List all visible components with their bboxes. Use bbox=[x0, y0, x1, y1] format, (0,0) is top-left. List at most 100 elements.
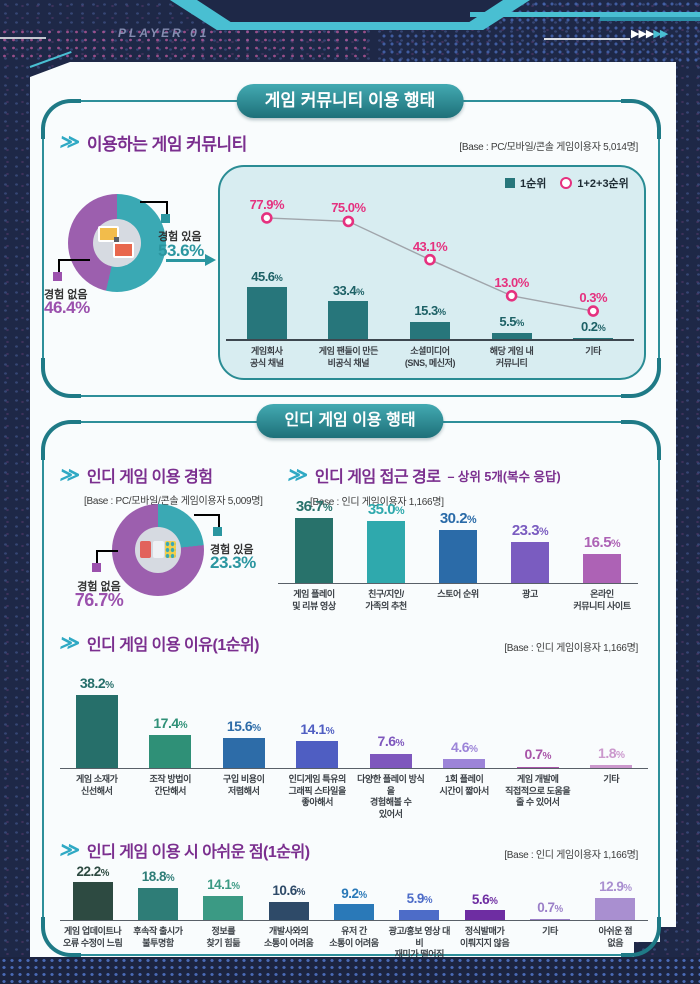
line-value-label: 13.0% bbox=[494, 274, 529, 290]
hexagon-banner-inner bbox=[197, 0, 503, 22]
label-connector bbox=[58, 259, 90, 275]
section-heading-suffix: – 상위 5개(복수 응답) bbox=[447, 469, 561, 484]
chart-column: 5.5% bbox=[471, 192, 553, 339]
axis-category-label: 아쉬운 점 없음 bbox=[598, 926, 633, 948]
chart-column: 0.2% bbox=[552, 192, 634, 339]
bar-value-label: 36.7% bbox=[295, 498, 333, 516]
bar-value-label: 35.0% bbox=[367, 501, 405, 519]
bar bbox=[516, 766, 559, 768]
axis-category-label: 게임 개발에 직접적으로 도움을 줄 수 있어서 bbox=[505, 774, 571, 808]
monitor-icon bbox=[98, 226, 119, 242]
chart-column: 23.3% bbox=[494, 500, 566, 583]
donut-neg-label: 경험 없음 bbox=[77, 581, 121, 593]
bar bbox=[491, 332, 532, 339]
chart-column: 0.7% bbox=[501, 680, 575, 768]
base-note: [Base : 인디 게임이용자 1,166명] bbox=[310, 497, 444, 508]
chart-columns: 38.2% 17.4% 15.6% 14.1% 7.6% 4.6% 0.7% 1.8% bbox=[60, 676, 648, 768]
bar bbox=[149, 734, 192, 768]
label-marker bbox=[161, 214, 170, 223]
axis-category-label: 해당 게임 내 커뮤니티 bbox=[489, 346, 534, 368]
donut-neg-value: 46.4% bbox=[44, 298, 90, 317]
chart-columns: 36.7% 35.0% 30.2% 23.3% 16.5% bbox=[278, 499, 638, 583]
bar bbox=[595, 898, 636, 920]
player-label: PLAYER 01 bbox=[118, 26, 210, 40]
bar-value-label: 4.6% bbox=[451, 739, 478, 756]
bar bbox=[295, 518, 333, 583]
game-card-icon bbox=[140, 541, 151, 558]
axis-category-label: 후속작 출시가 불투명함 bbox=[133, 926, 183, 948]
chart-column: 35.0% bbox=[350, 500, 422, 583]
section-heading-text: 이용하는 게임 커뮤니티 bbox=[86, 135, 247, 154]
donut-center-icon bbox=[93, 219, 141, 267]
divider-line bbox=[0, 37, 46, 39]
chart-column: 17.4% bbox=[134, 680, 208, 768]
axis-category-label: 유저 간 소통이 어려움 bbox=[329, 926, 379, 948]
donut-pos-label: 경험 있음 bbox=[158, 231, 202, 243]
chart-columns: 22.2% 18.8% 14.1% 10.6% 9.2% 5.9% 5.6% 0.7% 12.9… bbox=[60, 864, 648, 920]
donut-neg-value: 76.7% bbox=[74, 590, 124, 610]
donut-center-icon bbox=[135, 527, 181, 573]
line-value-label: 43.1% bbox=[412, 238, 448, 254]
axis-category-label: 1회 플레이 시간이 짧아서 bbox=[439, 774, 490, 796]
bar bbox=[203, 896, 244, 920]
bar bbox=[443, 759, 486, 768]
chart-column: 16.5% bbox=[566, 500, 638, 583]
line-value-label: 0.3% bbox=[579, 290, 607, 306]
divider-line bbox=[544, 38, 630, 40]
bar bbox=[573, 337, 614, 339]
bar-value-label: 30.2% bbox=[439, 509, 477, 527]
chart-legend: 1순위 1+2+3순위 bbox=[505, 175, 629, 191]
bar-value-label: 10.6% bbox=[272, 883, 305, 899]
donut-pos-value: 53.6% bbox=[158, 241, 204, 260]
bar bbox=[439, 529, 477, 583]
chart-column: 30.2% bbox=[422, 500, 494, 583]
legend-label: 1순위 bbox=[520, 178, 547, 190]
legend-item-rank1: 1순위 bbox=[505, 175, 546, 191]
chart-axis: 게임회사 공식 채널 게임 팬들이 만든 비공식 채널 소셜미디어 (SNS, 메신… bbox=[226, 339, 634, 369]
legend-label: 1+2+3순위 bbox=[577, 178, 629, 190]
game-card-icon bbox=[152, 541, 164, 558]
bar bbox=[268, 901, 309, 920]
top-bar: PLAYER 01 ▶▶▶▶▶ bbox=[0, 0, 700, 62]
axis-category-label: 광고 bbox=[522, 589, 538, 599]
chart-columns: 45.6% 33.4% 15.3% 5.5% 0.2% bbox=[226, 192, 634, 339]
section-title-pill: 게임 커뮤니티 이용 행태 bbox=[236, 84, 464, 118]
arrow-head-icon bbox=[205, 254, 216, 266]
chart-column: 14.1% bbox=[281, 680, 355, 768]
section-heading-text: 인디 게임 이용 이유(1순위) bbox=[86, 637, 260, 654]
bar-value-label: 9.2% bbox=[341, 885, 367, 901]
bar-value-label: 7.6% bbox=[377, 733, 405, 750]
bar bbox=[464, 910, 505, 920]
bar-value-label: 38.2% bbox=[79, 675, 114, 692]
bar bbox=[72, 882, 113, 920]
axis-category-label: 정보를 찾기 힘듦 bbox=[206, 926, 241, 948]
bar bbox=[296, 741, 339, 768]
base-note: [Base : PC/모바일/콘솔 게임이용자 5,009명] bbox=[84, 496, 263, 507]
bar-value-label: 15.6% bbox=[226, 718, 261, 735]
bar-value-label: 12.9% bbox=[599, 879, 632, 895]
double-chevron-icon: ≫ bbox=[58, 464, 82, 486]
bar-value-label: 5.9% bbox=[406, 891, 433, 907]
base-note: [Base : 인디 게임이용자 1,166명] bbox=[504, 643, 638, 654]
game-card-icon bbox=[165, 541, 176, 558]
axis-category-label: 온라인 커뮤니티 사이트 bbox=[573, 589, 631, 611]
indie-experience-donut bbox=[112, 504, 204, 596]
legend-item-rank123: 1+2+3순위 bbox=[560, 175, 629, 191]
axis-category-label: 광고/홍보 영상 대비 재미가 떨어짐 bbox=[388, 926, 451, 960]
label-marker bbox=[92, 563, 101, 572]
chart-column: 5.9% bbox=[387, 864, 452, 920]
chart-plot: 22.2% 18.8% 14.1% 10.6% 9.2% 5.9% 5.6% 0.7% 12.9… bbox=[60, 864, 648, 920]
axis-category-label: 구입 비용이 저렴해서 bbox=[222, 774, 265, 796]
chart-plot: 45.6% 33.4% 15.3% 5.5% 0.2% 77.9% 75.0% 43.1% 13… bbox=[226, 192, 634, 339]
base-note: [Base : PC/모바일/콘솔 게임이용자 5,014명] bbox=[459, 142, 638, 153]
teal-strip-decoration bbox=[470, 12, 700, 17]
donut-neg-label: 경험 없음 bbox=[44, 289, 88, 301]
bar bbox=[222, 738, 265, 768]
chart-column: 22.2% bbox=[60, 864, 125, 920]
indie-drawbacks-heading: ≫ 인디 게임 이용 시 아쉬운 점(1순위) bbox=[59, 838, 311, 862]
axis-category-label: 친구/지인/ 가족의 추천 bbox=[365, 589, 407, 611]
chart-column: 0.7% bbox=[517, 864, 582, 920]
chart-column: 45.6% bbox=[226, 192, 308, 339]
corner-arc bbox=[41, 99, 81, 139]
axis-category-label: 개발사와의 소통이 어려움 bbox=[263, 926, 314, 948]
